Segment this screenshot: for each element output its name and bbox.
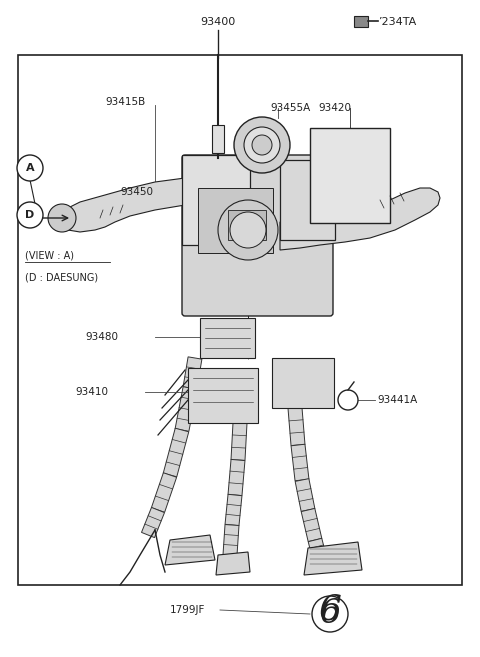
Text: 93400: 93400 [200, 17, 236, 27]
Polygon shape [142, 507, 165, 537]
Text: 6: 6 [319, 598, 341, 630]
Polygon shape [304, 542, 362, 575]
Polygon shape [163, 428, 189, 477]
Text: 6: 6 [319, 593, 341, 627]
Bar [272, 358, 334, 408]
Polygon shape [175, 387, 197, 431]
Polygon shape [291, 444, 309, 481]
Text: 93410: 93410 [75, 387, 108, 397]
Circle shape [230, 212, 266, 248]
Polygon shape [231, 422, 247, 461]
FancyBboxPatch shape [182, 155, 333, 316]
Wedge shape [48, 204, 76, 232]
Circle shape [17, 202, 43, 228]
Bar [200, 318, 255, 358]
Polygon shape [216, 552, 250, 575]
Bar [212, 125, 224, 153]
Circle shape [17, 155, 43, 181]
Bar [354, 16, 368, 27]
Text: 93480: 93480 [85, 332, 118, 342]
Text: 93441A: 93441A [377, 395, 417, 405]
Text: D: D [25, 210, 35, 220]
Bar [182, 155, 250, 245]
Text: 1799JF: 1799JF [170, 605, 205, 615]
Polygon shape [228, 459, 245, 495]
Text: (VIEW : A): (VIEW : A) [25, 250, 74, 260]
Text: (D : DAESUNG): (D : DAESUNG) [25, 273, 98, 283]
Circle shape [252, 135, 272, 155]
Polygon shape [288, 407, 305, 445]
Text: 93420: 93420 [318, 103, 351, 113]
Polygon shape [301, 509, 322, 541]
Text: 93450: 93450 [120, 187, 153, 197]
Bar [18, 55, 462, 585]
Text: 93455A: 93455A [270, 103, 310, 113]
Bar [310, 128, 390, 223]
Circle shape [244, 127, 280, 163]
Polygon shape [295, 479, 315, 511]
Polygon shape [60, 175, 225, 232]
Text: A: A [26, 163, 34, 173]
Circle shape [312, 596, 348, 632]
Polygon shape [223, 524, 239, 555]
Bar [280, 160, 335, 240]
Text: ’234TA: ’234TA [378, 17, 416, 27]
Polygon shape [165, 535, 215, 565]
Polygon shape [280, 188, 440, 250]
Polygon shape [225, 494, 242, 526]
Text: 93415B: 93415B [105, 97, 145, 107]
Circle shape [338, 390, 358, 410]
Circle shape [234, 117, 290, 173]
Polygon shape [183, 357, 202, 389]
Polygon shape [308, 538, 327, 562]
Circle shape [218, 200, 278, 260]
Bar [188, 368, 258, 423]
Bar [228, 210, 266, 240]
Polygon shape [151, 473, 177, 512]
Bar [198, 188, 273, 253]
